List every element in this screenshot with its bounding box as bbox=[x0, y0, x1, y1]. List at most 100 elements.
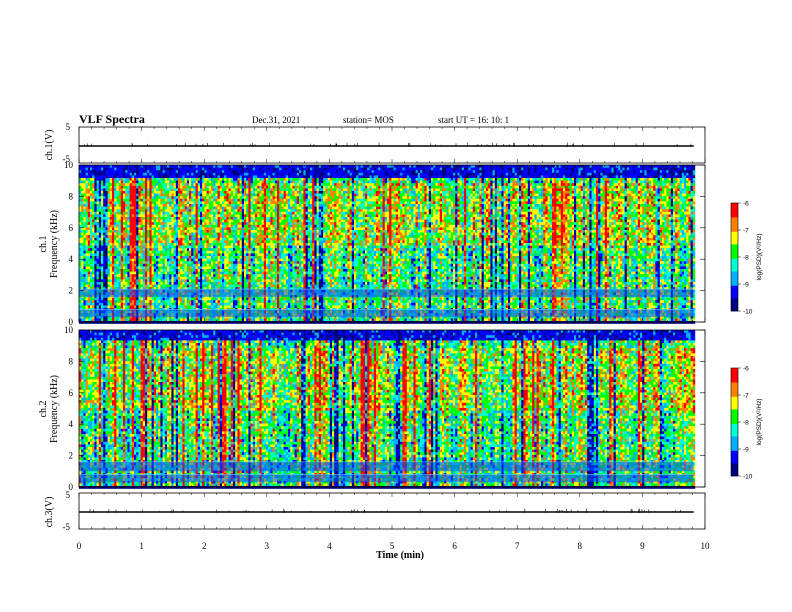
spectrogram-cell bbox=[127, 233, 129, 236]
spectrogram-cell bbox=[105, 199, 107, 202]
spectrogram-cell bbox=[169, 173, 171, 176]
spectrogram-cell bbox=[165, 233, 167, 236]
spectrogram-cell bbox=[81, 173, 83, 176]
spectrogram-cell bbox=[86, 207, 88, 210]
spectrogram-cell bbox=[145, 191, 147, 194]
spectrogram-cell bbox=[114, 199, 116, 202]
spectrogram-cell bbox=[154, 222, 156, 225]
spectrogram-cell bbox=[149, 253, 151, 256]
spectrogram-cell bbox=[141, 207, 143, 210]
spectrogram-cell bbox=[94, 261, 96, 264]
spectrogram-cell bbox=[136, 188, 138, 191]
spectrogram-cell bbox=[136, 248, 138, 251]
spectrogram-cell bbox=[163, 285, 165, 288]
spectrogram-cell bbox=[116, 188, 118, 191]
spectrogram-cell bbox=[86, 305, 88, 308]
spectrogram-cell bbox=[90, 191, 92, 194]
spectrogram-cell bbox=[90, 259, 92, 262]
spectrogram-cell bbox=[149, 199, 151, 202]
spectrogram-cell bbox=[136, 300, 138, 303]
spectrogram-cell bbox=[110, 209, 112, 212]
spectrogram-cell bbox=[156, 201, 158, 204]
spectrogram-cell bbox=[92, 246, 94, 249]
spectrogram-cell bbox=[99, 201, 101, 204]
spectrogram-cell bbox=[116, 230, 118, 233]
spectrogram-cell bbox=[156, 240, 158, 243]
spectrogram-cell bbox=[94, 217, 96, 220]
spectrogram-cell bbox=[147, 246, 149, 249]
spectrogram-cell bbox=[152, 170, 154, 173]
spectrogram-cell bbox=[92, 269, 94, 272]
spectrogram-cell bbox=[81, 318, 83, 321]
spectrogram-cell bbox=[149, 233, 151, 236]
spectrogram-cell bbox=[160, 199, 162, 202]
spectrogram-cell bbox=[141, 279, 143, 282]
spectrogram-cell bbox=[119, 201, 121, 204]
spectrogram-cell bbox=[86, 318, 88, 321]
spectrogram-cell bbox=[97, 222, 99, 225]
spectrogram-cell bbox=[130, 282, 132, 285]
spectrogram-cell bbox=[141, 178, 143, 181]
spectrogram-cell bbox=[119, 243, 121, 246]
spectrogram-cell bbox=[160, 233, 162, 236]
spectrogram-cell bbox=[110, 220, 112, 223]
spectrogram-cell bbox=[103, 269, 105, 272]
spectrogram-cell bbox=[114, 168, 116, 171]
spectrogram-cell bbox=[97, 285, 99, 288]
spectrogram-cell bbox=[156, 274, 158, 277]
spectrogram-cell bbox=[141, 282, 143, 285]
spectrogram-cell bbox=[147, 222, 149, 225]
spectrogram-cell bbox=[112, 274, 114, 277]
spectrogram-cell bbox=[154, 227, 156, 230]
spectrogram-cell bbox=[167, 214, 169, 217]
spectrogram-cell bbox=[101, 217, 103, 220]
spectrogram-cell bbox=[101, 303, 103, 306]
spectrogram-cell bbox=[127, 173, 129, 176]
spectrogram-cell bbox=[167, 266, 169, 269]
spectrogram-cell bbox=[99, 175, 101, 178]
spectrogram-cell bbox=[121, 207, 123, 210]
spectrogram-cell bbox=[99, 259, 101, 262]
spectrogram-cell bbox=[97, 253, 99, 256]
spectrogram-cell bbox=[149, 243, 151, 246]
spectrogram-cell bbox=[90, 230, 92, 233]
spectrogram-cell bbox=[88, 199, 90, 202]
spectrogram-cell bbox=[158, 251, 160, 254]
spectrogram-cell bbox=[119, 305, 121, 308]
spectrogram-cell bbox=[152, 272, 154, 275]
spectrogram-cell bbox=[147, 305, 149, 308]
spectrogram-cell bbox=[143, 188, 145, 191]
spectrogram-cell bbox=[127, 175, 129, 178]
spectrogram-cell bbox=[94, 269, 96, 272]
spectrogram-cell bbox=[88, 235, 90, 238]
spectrogram-cell bbox=[171, 214, 173, 217]
spectrogram-cell bbox=[103, 220, 105, 223]
spectrogram-cell bbox=[152, 222, 154, 225]
spectrogram-cell bbox=[116, 178, 118, 181]
spectrogram-cell bbox=[83, 201, 85, 204]
spectrogram-cell bbox=[138, 194, 140, 197]
spectrogram-cell bbox=[138, 233, 140, 236]
spectrogram-cell bbox=[149, 272, 151, 275]
spectrogram-cell bbox=[143, 199, 145, 202]
spectrogram-cell bbox=[101, 204, 103, 207]
spectrogram-cell bbox=[147, 277, 149, 280]
spectrogram-cell bbox=[160, 298, 162, 301]
spectrogram-cell bbox=[143, 246, 145, 249]
spectrogram-cell bbox=[134, 298, 136, 301]
spectrogram-cell bbox=[138, 178, 140, 181]
spectrogram-cell bbox=[169, 253, 171, 256]
spectrogram-cell bbox=[147, 259, 149, 262]
spectrogram-cell bbox=[125, 300, 127, 303]
spectrogram-cell bbox=[121, 300, 123, 303]
spectrogram-cell bbox=[83, 300, 85, 303]
spectrogram-cell bbox=[121, 225, 123, 228]
spectrogram-cell bbox=[119, 188, 121, 191]
spectrogram-cell bbox=[116, 240, 118, 243]
spectrogram-cell bbox=[158, 212, 160, 215]
spectrogram-cell bbox=[108, 269, 110, 272]
spectrogram-cell bbox=[171, 240, 173, 243]
spectrogram-cell bbox=[110, 188, 112, 191]
spectrogram-cell bbox=[108, 282, 110, 285]
spectrogram-cell bbox=[81, 240, 83, 243]
